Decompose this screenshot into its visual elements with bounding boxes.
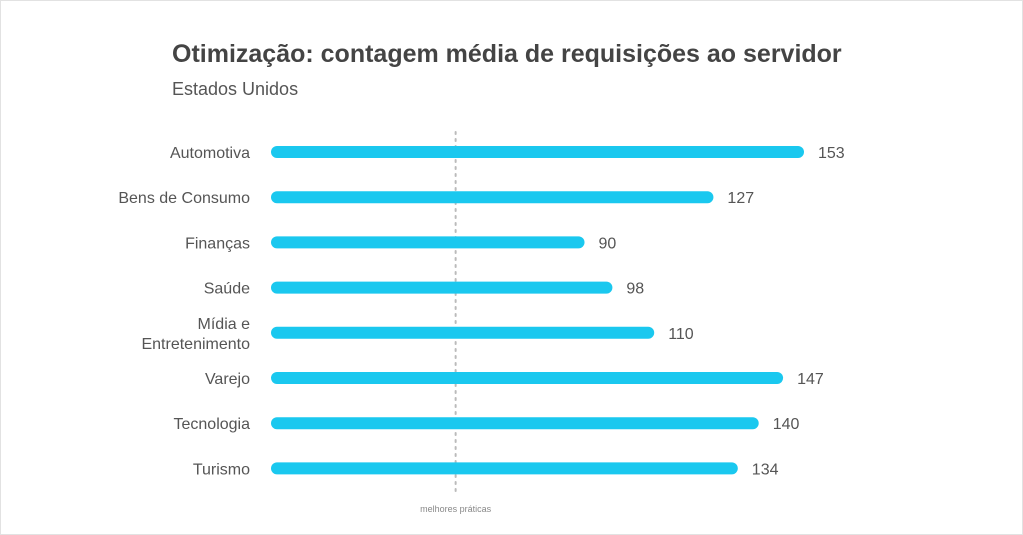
bar — [271, 372, 784, 384]
value-label: 98 — [626, 281, 644, 298]
chart-subtitle: Estados Unidos — [172, 79, 299, 99]
category-label: Varejo — [205, 371, 250, 388]
value-label: 153 — [818, 145, 845, 162]
category-label: Saúde — [204, 281, 250, 298]
value-label: 140 — [773, 416, 800, 433]
value-label: 127 — [727, 190, 754, 207]
value-label: 110 — [668, 326, 694, 343]
reference-label: melhores práticas — [420, 504, 492, 514]
value-label: 90 — [599, 235, 617, 252]
value-label: 147 — [797, 371, 824, 388]
category-label: Automotiva — [170, 145, 250, 162]
bar — [271, 146, 804, 158]
category-label: Mídia e Entretenimento — [141, 316, 250, 353]
bar — [271, 417, 759, 430]
category-label: Turismo — [193, 461, 250, 478]
bar — [271, 326, 655, 339]
bar — [271, 191, 714, 204]
bar — [271, 281, 613, 294]
chart-title: Otimização: contagem média de requisiçõe… — [172, 40, 842, 68]
category-label: Tecnologia — [174, 416, 251, 433]
bar — [271, 462, 738, 475]
bar — [271, 236, 585, 249]
category-label: Bens de Consumo — [118, 190, 250, 207]
category-label: Finanças — [185, 235, 250, 252]
value-label: 134 — [752, 461, 779, 478]
